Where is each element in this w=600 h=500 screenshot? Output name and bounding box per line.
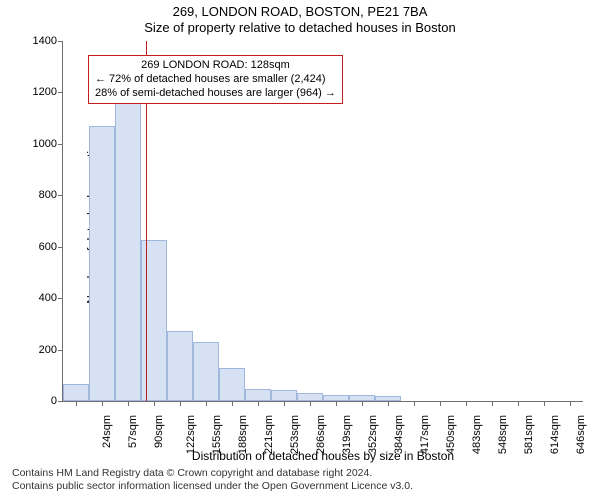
annotation-line: 269 LONDON ROAD: 128sqm: [95, 59, 336, 73]
histogram-bar: [219, 368, 245, 401]
histogram-bar: [167, 331, 193, 401]
x-tick-label: 253sqm: [289, 415, 301, 454]
x-tick-label: 646sqm: [575, 415, 587, 454]
main-title: 269, LONDON ROAD, BOSTON, PE21 7BA: [0, 0, 600, 19]
annotation-line: 28% of semi-detached houses are larger (…: [95, 87, 336, 101]
y-tick-mark: [58, 92, 63, 93]
y-tick-label: 1200: [21, 86, 57, 98]
x-tick-label: 57sqm: [127, 415, 139, 448]
x-tick-label: 450sqm: [445, 415, 457, 454]
y-tick-mark: [58, 41, 63, 42]
x-tick-mark: [180, 401, 181, 406]
chart-container: 269, LONDON ROAD, BOSTON, PE21 7BA Size …: [0, 0, 600, 500]
x-tick-mark: [466, 401, 467, 406]
x-tick-label: 548sqm: [497, 415, 509, 454]
y-tick-label: 1000: [21, 138, 57, 150]
y-tick-label: 200: [21, 344, 57, 356]
x-tick-mark: [232, 401, 233, 406]
x-tick-label: 122sqm: [185, 415, 197, 454]
x-tick-mark: [388, 401, 389, 406]
footer-line-2: Contains public sector information licen…: [12, 480, 413, 494]
x-tick-mark: [336, 401, 337, 406]
histogram-bar: [271, 390, 297, 401]
y-tick-label: 0: [21, 395, 57, 407]
histogram-bar: [115, 101, 141, 401]
histogram-bar: [193, 342, 219, 401]
y-tick-mark: [58, 247, 63, 248]
y-tick-label: 600: [21, 241, 57, 253]
annotation-box: 269 LONDON ROAD: 128sqm← 72% of detached…: [88, 55, 343, 104]
x-tick-mark: [518, 401, 519, 406]
x-tick-label: 384sqm: [393, 415, 405, 454]
x-tick-mark: [102, 401, 103, 406]
x-tick-label: 286sqm: [315, 415, 327, 454]
x-tick-label: 221sqm: [263, 415, 275, 454]
x-tick-label: 417sqm: [419, 415, 431, 454]
y-tick-mark: [58, 350, 63, 351]
x-tick-mark: [544, 401, 545, 406]
x-tick-mark: [414, 401, 415, 406]
x-tick-mark: [206, 401, 207, 406]
x-tick-mark: [154, 401, 155, 406]
x-tick-mark: [570, 401, 571, 406]
x-tick-mark: [284, 401, 285, 406]
y-tick-mark: [58, 298, 63, 299]
footer-line-1: Contains HM Land Registry data © Crown c…: [12, 467, 413, 481]
x-tick-label: 319sqm: [341, 415, 353, 454]
x-tick-label: 614sqm: [549, 415, 561, 454]
plot-area: Number of detached properties Distributi…: [62, 41, 583, 402]
sub-title: Size of property relative to detached ho…: [0, 19, 600, 37]
x-tick-label: 483sqm: [471, 415, 483, 454]
x-tick-mark: [492, 401, 493, 406]
histogram-bar: [63, 384, 89, 401]
footer-attribution: Contains HM Land Registry data © Crown c…: [12, 467, 413, 494]
x-tick-label: 24sqm: [101, 415, 113, 448]
x-tick-label: 581sqm: [523, 415, 535, 454]
x-tick-mark: [128, 401, 129, 406]
y-tick-mark: [58, 401, 63, 402]
y-tick-label: 400: [21, 292, 57, 304]
x-tick-label: 352sqm: [367, 415, 379, 454]
x-tick-mark: [362, 401, 363, 406]
y-tick-mark: [58, 144, 63, 145]
y-tick-mark: [58, 195, 63, 196]
histogram-bar: [89, 126, 115, 401]
x-tick-mark: [310, 401, 311, 406]
x-tick-mark: [76, 401, 77, 406]
x-tick-label: 188sqm: [237, 415, 249, 454]
histogram-bar: [297, 393, 323, 401]
x-tick-label: 90sqm: [153, 415, 165, 448]
y-tick-label: 1400: [21, 35, 57, 47]
x-tick-mark: [440, 401, 441, 406]
y-tick-label: 800: [21, 189, 57, 201]
histogram-bar: [245, 389, 271, 401]
x-tick-label: 155sqm: [211, 415, 223, 454]
x-tick-mark: [258, 401, 259, 406]
annotation-line: ← 72% of detached houses are smaller (2,…: [95, 73, 336, 87]
chart-wrap: Number of detached properties Distributi…: [62, 41, 582, 401]
